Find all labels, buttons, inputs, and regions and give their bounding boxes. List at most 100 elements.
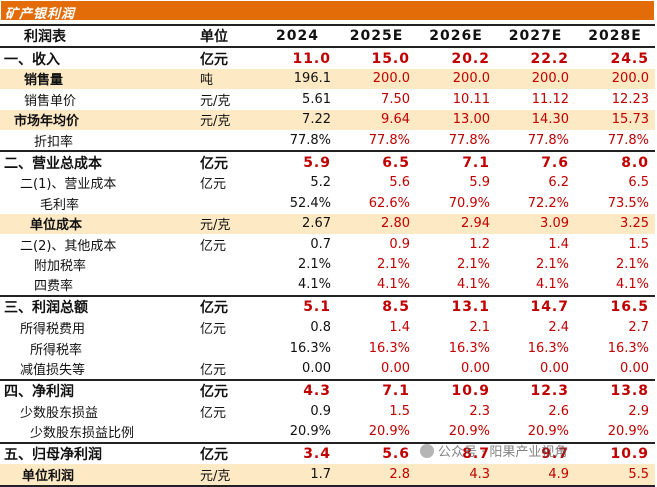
row-label: 一、收入 xyxy=(4,51,60,68)
row-label: 单位利润 xyxy=(0,464,196,487)
cell-value: 7.1 xyxy=(416,150,496,173)
cell-value: 24.5 xyxy=(610,50,649,67)
cell-value: 9.7 xyxy=(496,441,575,465)
cell-value: 2.3 xyxy=(469,403,490,419)
cell-value: 5.2 xyxy=(310,175,331,191)
cell-value: 0.7 xyxy=(310,236,331,252)
row-unit xyxy=(196,193,258,213)
cell-value: 200.0 xyxy=(416,68,496,90)
cell-value: 16.5 xyxy=(575,295,655,318)
cell-value: 5.6 xyxy=(389,175,410,191)
cell-value: 62.6% xyxy=(368,195,410,211)
row-label: 四费率 xyxy=(34,279,74,295)
table-row: 二(1)、营业成本 亿元 5.2 5.6 5.9 6.2 6.5 xyxy=(0,173,655,193)
cell-value: 7.22 xyxy=(258,109,337,130)
cell-value: 0.00 xyxy=(620,360,649,376)
cell-value: 1.4 xyxy=(548,236,569,252)
cell-value: 1.5 xyxy=(628,236,649,252)
cell-value: 2.1 xyxy=(469,320,490,336)
cell-value: 0.9 xyxy=(389,236,410,252)
cell-value: 52.4% xyxy=(289,195,331,211)
cell-value: 12.23 xyxy=(611,91,649,107)
header-unit: 单位 xyxy=(196,23,258,49)
cell-value: 7.1 xyxy=(337,378,416,402)
cell-value: 77.8% xyxy=(448,132,490,148)
table-row: 少数股东损益 亿元 0.9 1.5 2.3 2.6 2.9 xyxy=(0,401,655,421)
cell-value: 8.5 xyxy=(337,295,416,318)
row-label: 所得税费用 xyxy=(20,322,86,338)
row-label: 折扣率 xyxy=(34,134,74,150)
table-row: 一、收入 亿元 11.0 15.0 20.2 22.2 24.5 xyxy=(0,47,655,68)
header-year: 2024 xyxy=(258,23,337,49)
cell-value: 4.1% xyxy=(535,277,569,293)
cell-value: 2.67 xyxy=(258,213,337,234)
cell-value: 2.1% xyxy=(456,256,490,272)
cell-value: 2.6 xyxy=(548,403,569,419)
cell-value: 9.64 xyxy=(337,109,416,130)
cell-value: 0.8 xyxy=(310,320,331,336)
row-label: 销售量 xyxy=(0,68,196,90)
cell-value: 200.0 xyxy=(575,68,655,90)
cell-value: 10.9 xyxy=(416,378,496,402)
cell-value: 0.9 xyxy=(310,403,331,419)
cell-value: 0.00 xyxy=(540,360,569,376)
cell-value: 13.1 xyxy=(416,295,496,318)
cell-value: 200.0 xyxy=(496,68,575,90)
row-label: 五、归母净利润 xyxy=(0,441,196,465)
row-unit: 亿元 xyxy=(196,441,258,465)
row-unit: 元/克 xyxy=(200,93,231,109)
cell-value: 2.7 xyxy=(628,320,649,336)
row-unit xyxy=(196,254,258,274)
row-label: 市场年均价 xyxy=(0,109,196,130)
row-label: 销售单价 xyxy=(24,93,77,109)
cell-value: 0.00 xyxy=(381,360,410,376)
cell-value: 7.6 xyxy=(496,150,575,173)
cell-value: 2.8 xyxy=(337,464,416,487)
cell-value: 5.5 xyxy=(575,464,655,487)
row-unit: 亿元 xyxy=(200,51,228,68)
cell-value: 5.61 xyxy=(302,91,331,107)
table-row: 五、归母净利润 亿元 3.4 5.6 8.7 9.7 10.9 xyxy=(0,441,655,465)
cell-value: 16.3% xyxy=(448,340,490,356)
cell-value: 4.9 xyxy=(496,464,575,487)
row-unit: 亿元 xyxy=(200,405,227,421)
cell-value: 13.00 xyxy=(416,109,496,130)
table-header-row: 利润表 单位 2024 2025E 2026E 2027E 2028E xyxy=(0,23,655,49)
row-label: 所得税率 xyxy=(30,342,83,358)
table-title-bar: 矿产银利润 xyxy=(0,0,655,22)
cell-value: 14.7 xyxy=(496,295,575,318)
row-unit: 亿元 xyxy=(200,322,227,338)
cell-value: 2.9 xyxy=(628,403,649,419)
table-row: 四费率 4.1% 4.1% 4.1% 4.1% 4.1% xyxy=(0,275,655,296)
row-unit: 吨 xyxy=(196,68,258,90)
cell-value: 5.9 xyxy=(258,150,337,173)
cell-value: 20.9% xyxy=(289,424,331,440)
cell-value: 20.9% xyxy=(527,424,569,440)
cell-value: 16.3% xyxy=(527,340,569,356)
row-label: 附加税率 xyxy=(34,258,87,274)
cell-value: 15.73 xyxy=(575,109,655,130)
cell-value: 13.8 xyxy=(575,378,655,402)
cell-value: 200.0 xyxy=(337,68,416,90)
table-row: 二、营业总成本 亿元 5.9 6.5 7.1 7.6 8.0 xyxy=(0,150,655,173)
table-row: 折扣率 77.8% 77.8% 77.8% 77.8% 77.8% xyxy=(0,130,655,151)
cell-value: 4.3 xyxy=(258,378,337,402)
cell-value: 5.1 xyxy=(258,295,337,318)
wechat-icon xyxy=(420,443,434,458)
row-unit xyxy=(196,338,258,358)
cell-value: 20.9% xyxy=(448,424,490,440)
cell-value: 15.0 xyxy=(371,50,410,67)
table-row: 单位利润 元/克 1.7 2.8 4.3 4.9 5.5 xyxy=(0,464,655,487)
cell-value: 0.00 xyxy=(461,360,490,376)
cell-value: 2.1% xyxy=(615,256,649,272)
cell-value: 5.6 xyxy=(337,441,416,465)
row-label: 少数股东损益 xyxy=(20,405,99,421)
cell-value: 11.12 xyxy=(531,91,569,107)
cell-value: 3.4 xyxy=(258,441,337,465)
row-label: 单位成本 xyxy=(0,213,196,234)
table-row: 四、净利润 亿元 4.3 7.1 10.9 12.3 13.8 xyxy=(0,378,655,402)
cell-value: 22.2 xyxy=(530,50,569,67)
row-label: 二、营业总成本 xyxy=(0,150,196,173)
cell-value: 4.3 xyxy=(416,464,496,487)
cell-value: 70.9% xyxy=(448,195,490,211)
